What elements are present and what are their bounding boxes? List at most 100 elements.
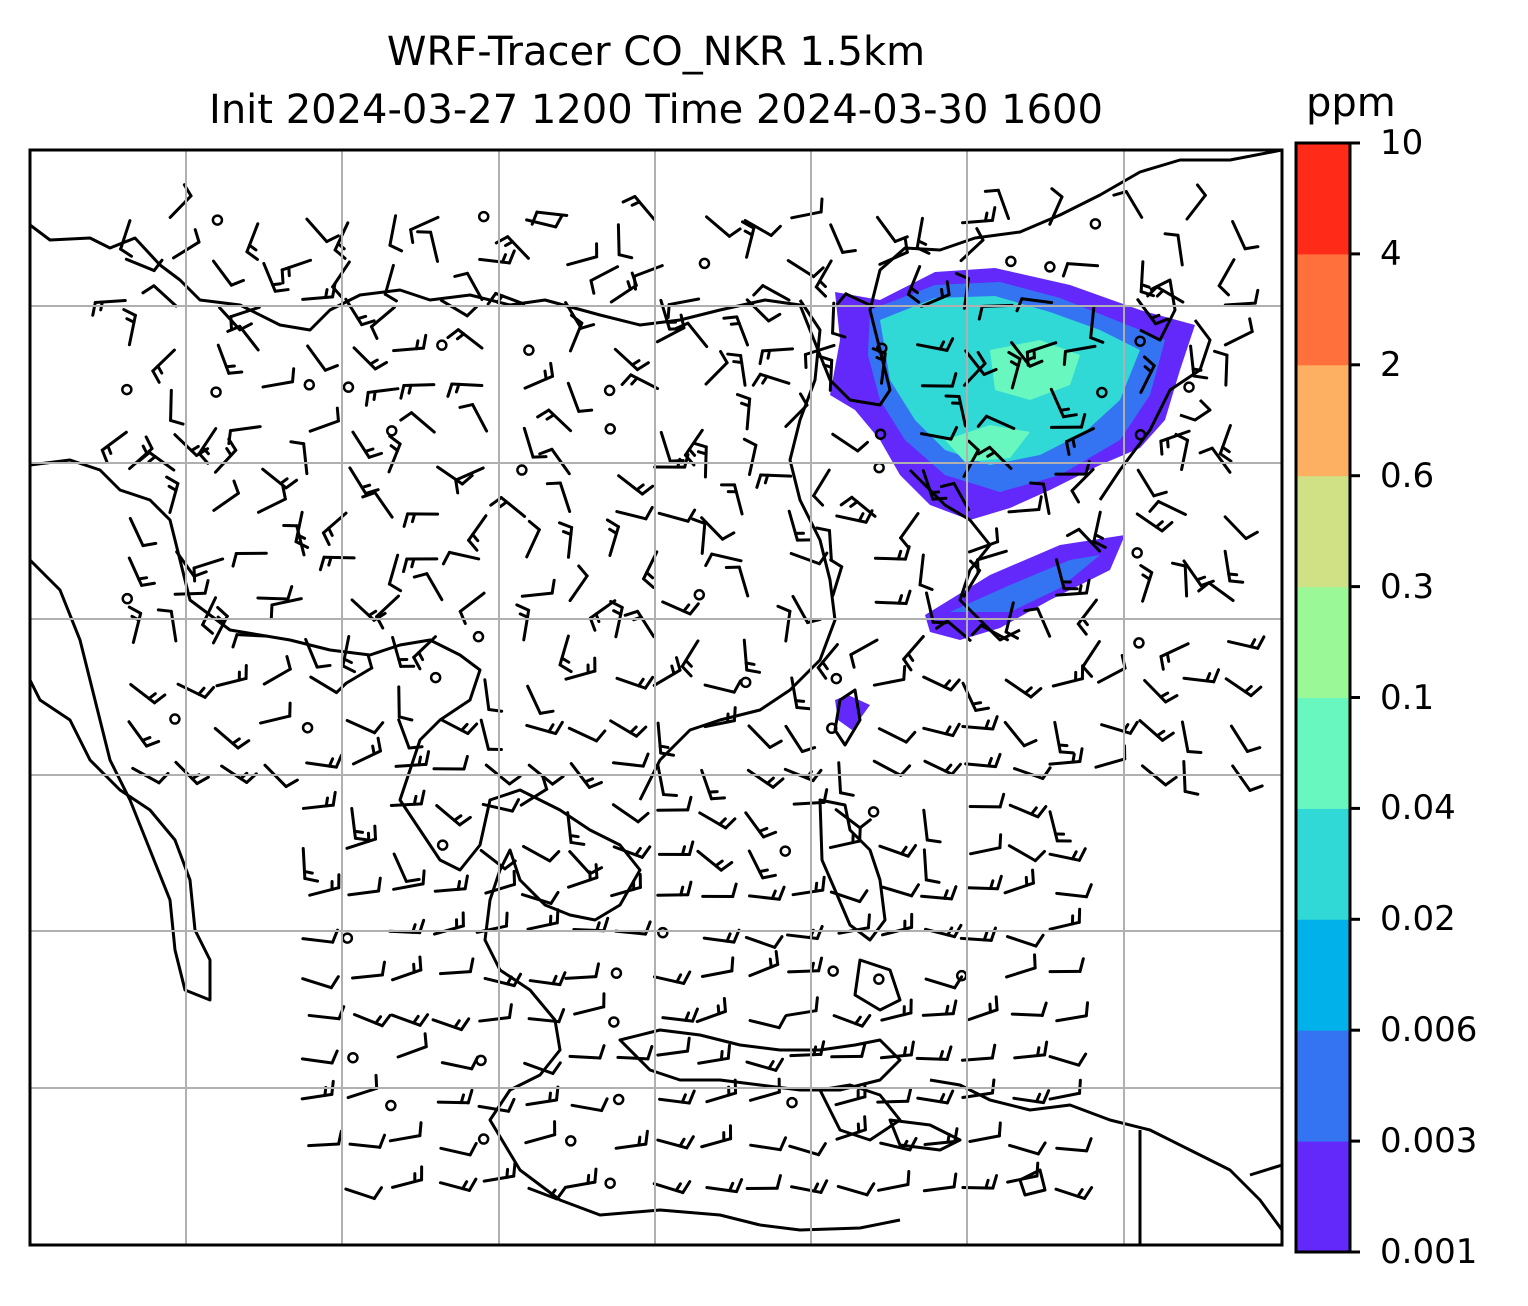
wind-barb-flag [561,530,573,536]
wind-barb-shaft [705,215,731,238]
wind-barb-flag [216,605,229,618]
wind-barb-flag [373,721,385,735]
wind-barb-shaft [431,1018,463,1032]
wind-barb-shaft [812,468,831,498]
wind-barb-shaft [173,591,207,596]
wind-barb-flag [863,1115,867,1132]
wind-barb-flag [197,686,206,696]
wind-barb-flag [410,512,417,524]
wind-barb-flag [569,840,586,846]
wind-barb-shaft [563,1180,597,1189]
wind-barb-flag [333,248,347,260]
wind-barb-flag [141,284,156,295]
colorbar-segment [1296,1030,1350,1142]
wind-barb-shaft [392,882,425,891]
wind-barb-shaft [525,218,558,229]
wind-barb-flag [910,883,920,898]
wind-barb-shaft [629,373,660,391]
wind-barb-shaft [761,347,795,353]
wind-barb-flag [974,706,991,712]
lat-lon-grid [30,150,1282,1245]
wind-barb-shaft [1076,598,1098,626]
wind-barb-flag [302,869,314,875]
calm-wind-marker [386,425,398,437]
wind-barb-flag [658,744,670,749]
wind-barb-flag [100,448,109,464]
wind-barb-flag [646,1045,654,1061]
calm-wind-marker [873,973,885,985]
wind-barb-shaft [235,633,269,638]
calm-wind-marker [210,386,222,398]
wind-barb-flag [949,885,958,901]
wind-barb-shaft [547,408,573,433]
wind-barb-shaft [964,349,986,377]
wind-barb-flag [897,594,904,605]
wind-barb-flag [731,882,738,899]
wind-barb-shaft [1013,767,1045,781]
wind-barb-flag [1040,1001,1048,1017]
wind-barb-flag [412,655,422,671]
wind-barb-shaft [527,1186,559,1201]
wind-barb-shaft [383,263,395,296]
wind-barb-flag [543,369,548,381]
calm-wind-marker [604,1177,616,1189]
wind-barb-flag [1033,953,1037,970]
wind-barb-shaft [921,469,935,501]
wind-barb-shaft [661,600,692,616]
calm-wind-marker [657,926,669,939]
wind-barb-flag [453,1019,461,1029]
wind-barb-flag [902,657,913,672]
wind-barb-flag [418,955,423,972]
wind-barb-flag [745,668,762,674]
wind-barb-flag [1228,579,1245,584]
wind-barb-flag [232,479,240,495]
wind-barb-flag [857,512,865,523]
wind-barb-flag [125,317,136,324]
wind-barb-flag [751,372,762,387]
wind-barb-flag [507,1097,516,1113]
wind-barb-shaft [632,264,664,278]
wind-barb-flag [982,930,989,942]
wind-barb-shaft [873,556,907,561]
colorbar-segment [1296,697,1350,809]
wind-barb-flag [765,776,775,785]
wind-barb-shaft [696,849,723,872]
wind-barb-flag [318,555,326,572]
wind-barb-flag [417,755,423,767]
wind-barb-flag [909,1040,915,1057]
wind-barb-flag [839,495,854,507]
wind-barb-flag [463,874,469,891]
wind-barb-shaft [347,889,381,897]
wind-barb-flag [324,796,329,808]
wind-barb-shaft [412,635,437,659]
wind-barb-flag [1165,652,1171,663]
wind-barb-flag [588,870,592,882]
calm-wind-marker [827,965,839,977]
wind-barb-flag [454,478,460,495]
wind-barb-flag [858,826,862,843]
wind-barb-shaft [390,1013,422,1027]
calm-wind-marker [786,1096,798,1109]
wind-barb-flag [1092,540,1107,549]
wind-barb-shaft [784,724,804,754]
wind-barb-flag [732,706,737,723]
wind-barb-shaft [652,975,686,985]
wind-barb-flag [324,288,329,299]
wind-barb-shaft [1006,1174,1039,1184]
wind-barb-shaft [192,557,225,570]
wind-barb-shaft [344,1187,376,1201]
wind-barb-flag [1065,527,1081,538]
wind-barb-flag [461,1180,469,1191]
wind-barb-shaft [922,1185,956,1193]
wind-barb-shaft [737,565,750,598]
wind-barb-flag [1076,1188,1084,1198]
wind-barb-shaft [1229,724,1249,753]
wind-barb-shaft [425,572,444,602]
wind-barb-shaft [458,591,486,613]
wind-barb-flag [812,1182,820,1193]
wind-barb-flag [637,677,645,688]
wind-barb-flag [227,370,244,375]
wind-barb-flag [231,633,239,649]
wind-barb-flag [503,859,517,871]
wind-barb-flag [1078,747,1084,763]
